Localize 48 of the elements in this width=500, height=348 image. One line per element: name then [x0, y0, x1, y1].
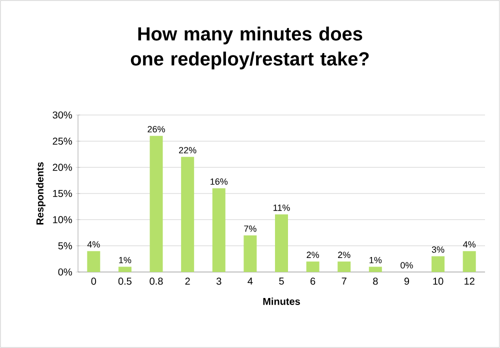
- bar: [212, 188, 226, 272]
- x-tick-label: 0.8: [150, 278, 163, 285]
- bar: [275, 214, 288, 272]
- bar: [244, 235, 257, 272]
- y-tick-label: 5%: [58, 242, 72, 250]
- bar: [432, 256, 445, 272]
- x-tick-label: 4: [248, 278, 253, 285]
- x-tick-label: 7: [342, 278, 346, 285]
- data-label: 4%: [463, 241, 476, 248]
- x-tick-label: 2: [185, 278, 190, 285]
- bar: [338, 262, 351, 272]
- y-axis-title: Respondents: [36, 162, 46, 224]
- x-tick-label: 12: [464, 278, 474, 285]
- data-label: 3%: [432, 246, 444, 253]
- y-tick-label: 25%: [52, 138, 72, 145]
- bar: [368, 266, 382, 272]
- bar: [462, 251, 476, 272]
- y-tick-label: 15%: [53, 190, 72, 198]
- data-label: 26%: [148, 126, 165, 132]
- data-label: 7%: [244, 226, 256, 232]
- x-tick-label: 0.5: [118, 278, 132, 285]
- data-label: 11%: [274, 204, 290, 211]
- data-label: 4%: [87, 241, 100, 248]
- x-tick-label: 6: [310, 278, 316, 285]
- bar: [181, 156, 194, 272]
- y-tick-label: 30%: [52, 111, 72, 119]
- chart-title: How many minutes does one redeploy/restart take?: [130, 26, 369, 70]
- x-axis-title: Minutes: [263, 298, 300, 305]
- bar: [150, 136, 163, 272]
- bar: [87, 251, 100, 272]
- y-tick-label: 10%: [53, 216, 72, 224]
- data-label: 16%: [210, 178, 228, 185]
- y-tick-label: 0%: [58, 268, 72, 276]
- x-tick-label: 0: [91, 278, 96, 285]
- data-label: 1%: [119, 256, 132, 264]
- bar: [306, 262, 320, 272]
- x-tick-label: 3: [216, 278, 222, 285]
- y-tick-label: 20%: [52, 164, 72, 171]
- bar: [118, 266, 132, 272]
- x-tick-label: 10: [433, 278, 444, 285]
- x-tick-label: 8: [373, 278, 378, 285]
- data-label: 22%: [179, 146, 196, 154]
- data-label: 1%: [370, 256, 382, 264]
- data-label: 0%: [400, 262, 413, 268]
- data-label: 2%: [338, 252, 350, 258]
- x-tick-label: 5: [279, 278, 284, 285]
- x-tick-label: 9: [404, 278, 410, 285]
- data-label: 2%: [306, 252, 319, 258]
